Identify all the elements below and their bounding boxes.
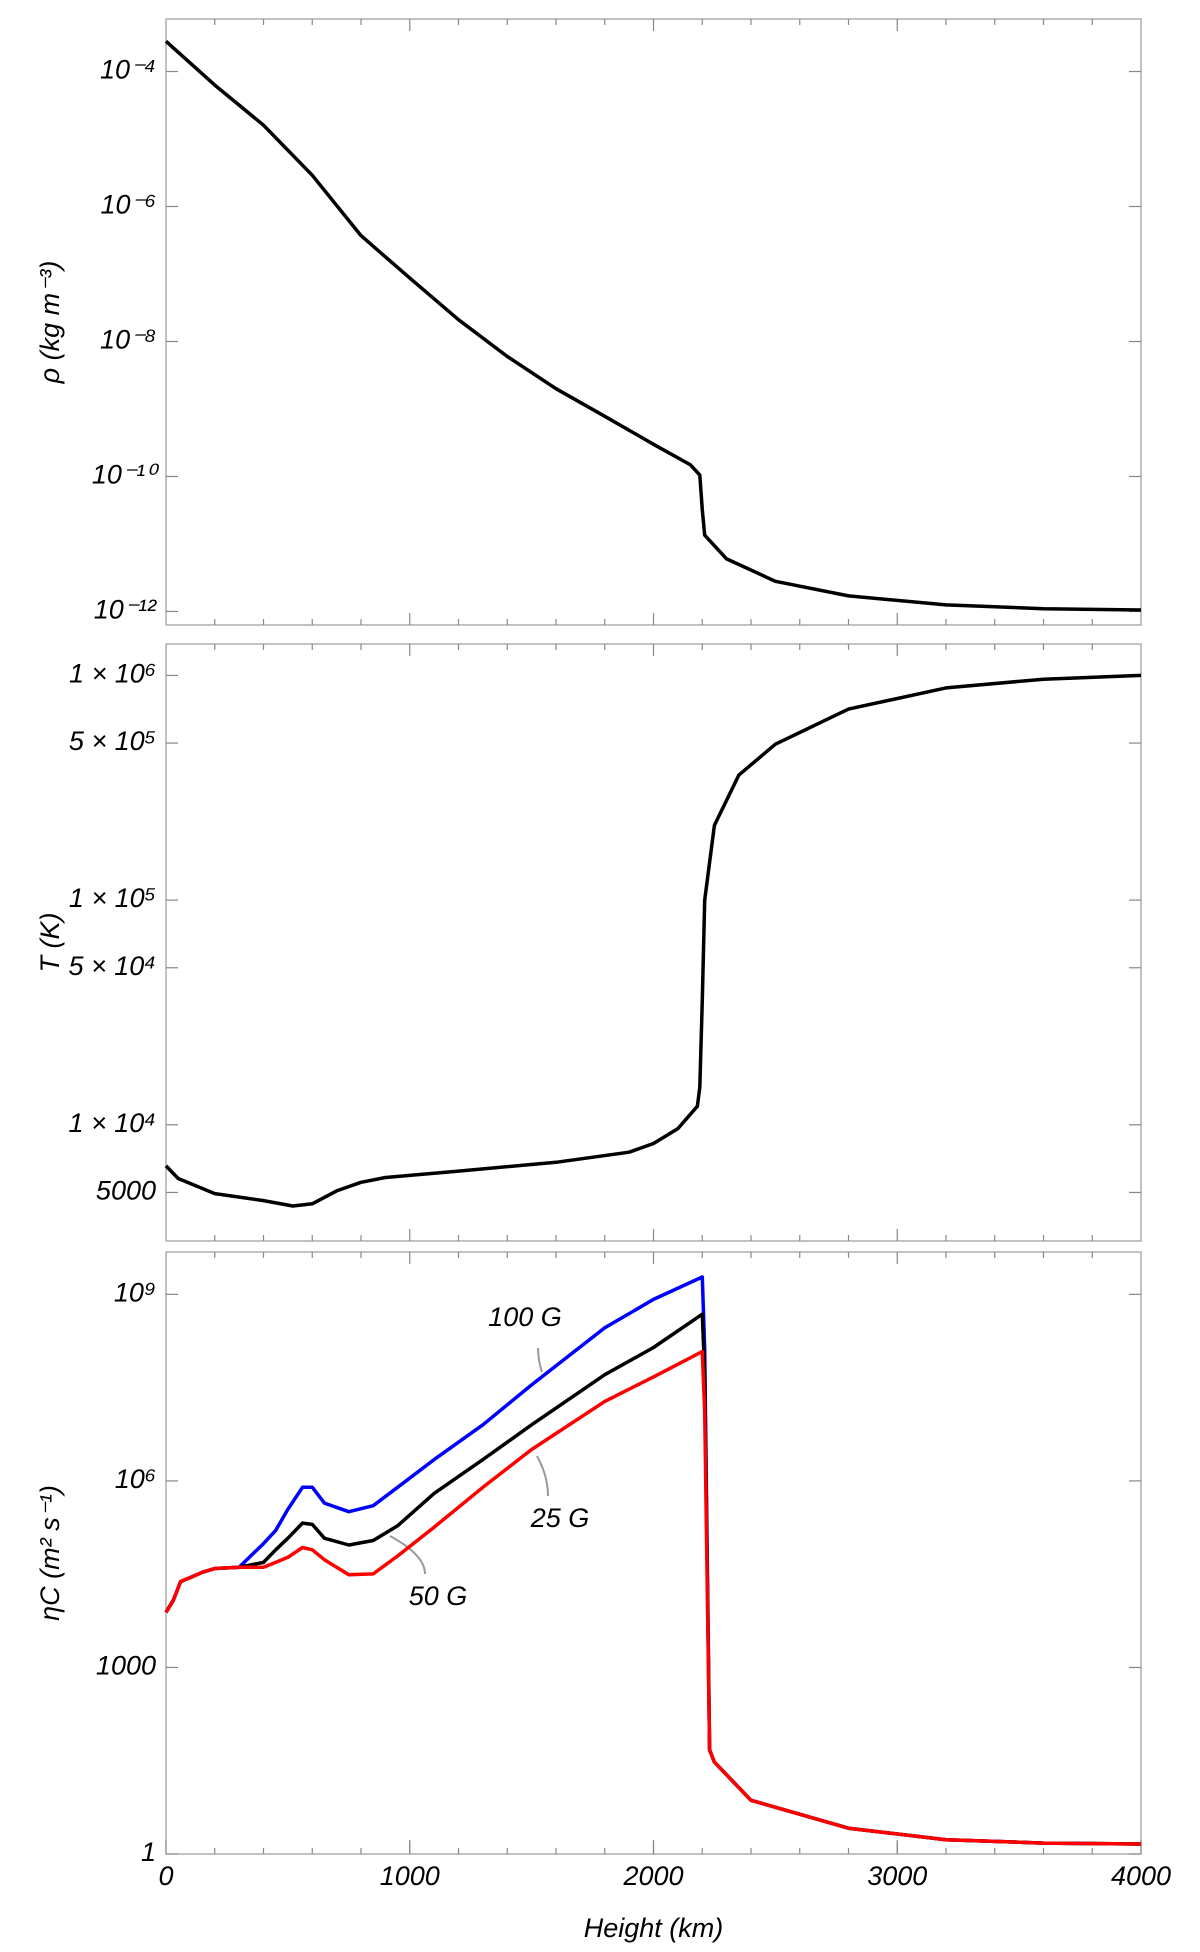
y-axis-label: ηC (m² s⁻¹) [35, 1485, 65, 1621]
y-tick-label: 1000 [96, 1651, 156, 1681]
x-axis-label: Height (km) [584, 1913, 724, 1943]
leader-line [389, 1535, 426, 1575]
leader-line [536, 1455, 549, 1497]
data-line [164, 1275, 1142, 1846]
plot-frame [165, 643, 1142, 1242]
y-tick-label: 10⁻⁴ [100, 55, 156, 85]
plot-frame [165, 1251, 1142, 1855]
x-tick-label: 3000 [867, 1861, 927, 1891]
y-tick-label: 10⁻⁶ [101, 190, 157, 220]
y-tick-label: 10⁻¹⁰ [92, 460, 160, 490]
data-line [164, 673, 1142, 1208]
plot-frame [165, 18, 1142, 626]
data-line [164, 1349, 1142, 1846]
y-tick-label: 1 × 10⁵ [69, 883, 156, 913]
series-label: 50 G [409, 1581, 468, 1611]
y-tick-label: 1 [141, 1837, 156, 1867]
y-axis-label: ρ (kg m⁻³) [35, 261, 65, 385]
x-tick-label: 2000 [622, 1861, 683, 1891]
y-tick-label: 5 × 10⁵ [69, 726, 156, 756]
y-axis-label: T (K) [35, 913, 65, 973]
x-tick-label: 1000 [380, 1861, 440, 1891]
y-tick-label: 5 × 10⁴ [68, 951, 156, 981]
data-line [164, 1312, 1142, 1846]
series-label: 25 G [530, 1503, 590, 1533]
y-tick-label: 10⁻⁸ [100, 325, 156, 355]
y-tick-label: 10⁶ [115, 1464, 156, 1494]
y-tick-label: 5000 [96, 1176, 156, 1206]
y-tick-label: 10⁻¹² [94, 595, 157, 625]
y-tick-label: 1 × 10⁶ [69, 659, 156, 689]
series-label: 100 G [488, 1302, 562, 1332]
leader-line [537, 1347, 543, 1373]
y-tick-label: 1 × 10⁴ [68, 1108, 156, 1138]
x-tick-label: 4000 [1111, 1861, 1171, 1891]
y-tick-label: 10⁹ [114, 1277, 156, 1307]
x-tick-label: 0 [158, 1861, 173, 1891]
data-line [164, 39, 1142, 612]
